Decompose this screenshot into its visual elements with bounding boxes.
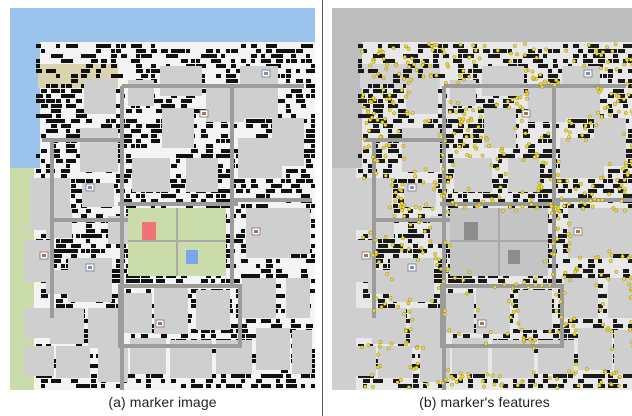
img-building-10 [186, 158, 218, 192]
feat-road-5 [440, 202, 560, 206]
feat-building-16 [602, 208, 632, 254]
feat-building-30 [452, 338, 488, 374]
img-building-8 [162, 108, 194, 148]
img-road-2 [122, 84, 304, 88]
feat-building-26 [564, 278, 598, 318]
img-poi-glyph-2 [254, 230, 258, 233]
feat-poi-glyph-0 [524, 112, 528, 115]
img-water-left [10, 8, 40, 168]
feat-building-27 [346, 346, 376, 376]
feat-road-3 [372, 138, 376, 318]
img-building-3 [80, 128, 118, 172]
marker-features-panel [332, 8, 632, 390]
feat-building-21 [372, 308, 406, 344]
feat-building-10 [508, 158, 540, 192]
img-poi-glyph-1 [88, 186, 92, 189]
feat-building-15 [594, 118, 626, 166]
feat-road-1 [442, 86, 446, 390]
feat-road-11 [442, 344, 564, 348]
img-building-15 [272, 118, 304, 166]
img-water-top [10, 8, 315, 42]
feat-water-left [332, 8, 362, 168]
img-road-1 [120, 86, 124, 390]
img-building-6 [128, 80, 154, 106]
feat-building-23 [442, 293, 474, 333]
img-building-7 [160, 66, 202, 96]
feat-water-top [332, 8, 632, 42]
caption-marker-image: (a) marker image [108, 394, 217, 410]
panel-divider [322, 0, 323, 416]
img-building-34 [292, 330, 312, 374]
feat-poi-glyph-6 [364, 254, 368, 257]
feat-road-2 [444, 84, 626, 88]
img-square-path-h [128, 240, 226, 242]
img-poi-glyph-6 [42, 254, 46, 257]
img-building-23 [120, 293, 152, 333]
img-road-0 [42, 138, 122, 142]
img-poi-glyph-3 [88, 266, 92, 269]
feat-road-6 [552, 88, 556, 288]
feat-poi-glyph-2 [576, 230, 580, 233]
feat-building-12 [562, 66, 600, 118]
feat-road-9 [442, 284, 562, 288]
img-road-4 [50, 218, 130, 222]
feat-building-25 [518, 290, 552, 330]
feat-building-28 [378, 346, 412, 378]
img-building-30 [130, 338, 166, 374]
feat-poi-glyph-4 [480, 322, 484, 325]
marker-image-panel [10, 8, 315, 390]
feat-building-11 [528, 86, 566, 122]
feat-blue-marker [508, 250, 520, 264]
feat-red-marker [464, 222, 478, 240]
img-road-7 [232, 198, 312, 202]
img-road-5 [118, 202, 238, 206]
feat-building-9 [454, 158, 492, 192]
img-building-21 [50, 308, 84, 344]
feat-building-33 [578, 328, 612, 370]
img-building-18 [46, 208, 72, 238]
img-road-11 [120, 344, 242, 348]
img-poi-glyph-4 [158, 322, 162, 325]
img-red-marker [142, 222, 156, 240]
img-building-2 [46, 270, 68, 294]
img-poi-glyph-0 [202, 112, 206, 115]
feat-poi-glyph-1 [410, 186, 414, 189]
marker-image-map [10, 8, 315, 390]
img-road-9 [120, 284, 240, 288]
img-building-11 [206, 86, 244, 122]
feat-building-7 [482, 66, 524, 96]
img-road-3 [50, 138, 54, 318]
feat-building-34 [614, 330, 632, 374]
img-building-28 [56, 346, 90, 378]
feat-square-path-h [450, 240, 548, 242]
marker-features-map [332, 8, 632, 390]
img-blue-marker [186, 250, 198, 264]
img-building-5 [84, 78, 116, 114]
feat-poi-glyph-3 [410, 266, 414, 269]
feat-building-8 [484, 108, 516, 148]
feat-building-3 [402, 128, 440, 172]
feat-building-6 [450, 80, 476, 106]
img-building-26 [242, 278, 276, 318]
img-building-25 [196, 290, 230, 330]
feat-road-0 [364, 138, 444, 142]
img-building-17 [286, 278, 310, 318]
feat-road-8 [440, 284, 444, 348]
feat-road-10 [560, 284, 564, 346]
feat-building-5 [406, 78, 438, 114]
img-building-33 [256, 328, 290, 370]
feat-feature-points [360, 42, 632, 390]
feat-road-4 [372, 218, 452, 222]
feat-poi-glyph-5 [586, 72, 590, 75]
img-building-16 [280, 208, 310, 254]
img-building-9 [132, 158, 170, 192]
img-road-10 [238, 284, 242, 346]
img-poi-glyph-5 [264, 72, 268, 75]
img-road-8 [118, 284, 122, 348]
img-road-6 [230, 88, 234, 288]
caption-marker-features: (b) marker's features [419, 394, 550, 410]
img-building-12 [240, 66, 278, 118]
img-building-27 [24, 346, 54, 376]
